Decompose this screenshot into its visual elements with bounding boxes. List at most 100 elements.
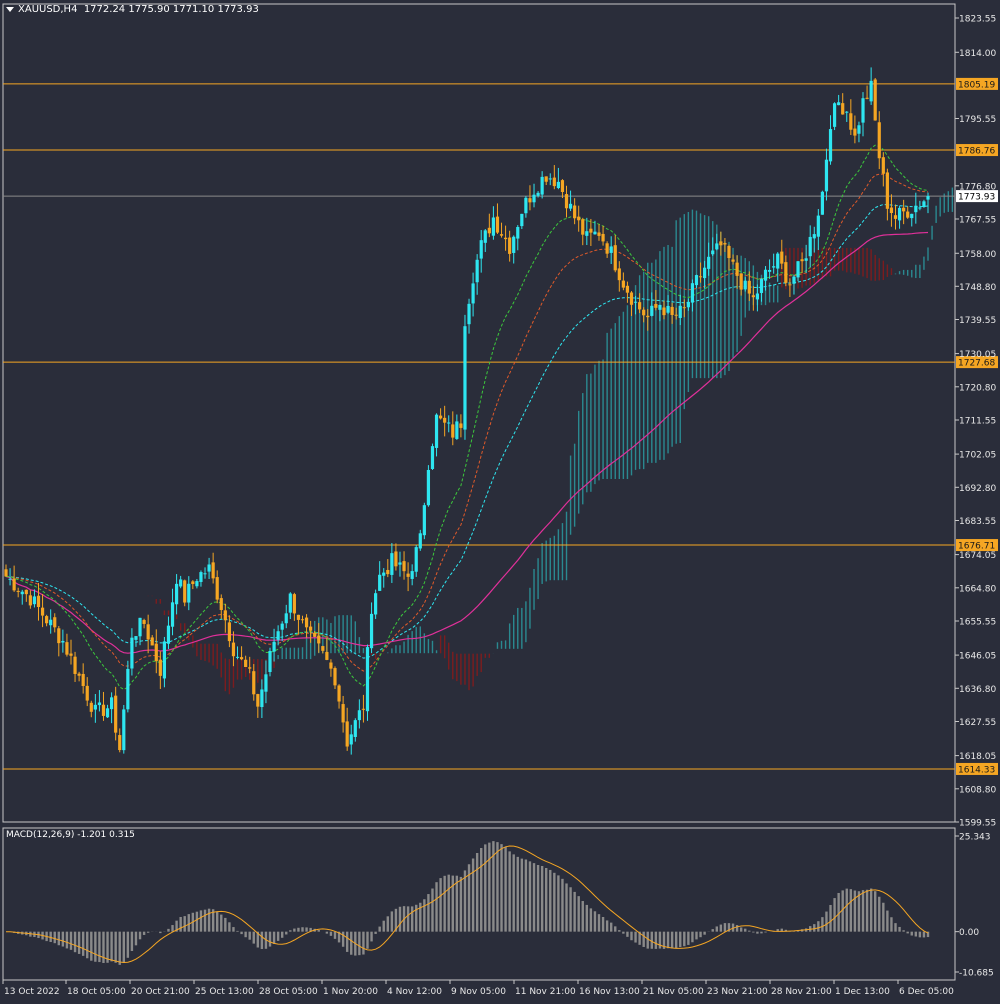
candle-body [581, 219, 585, 235]
candle-body [646, 315, 650, 318]
candle-body [694, 275, 699, 286]
candle-body [642, 309, 646, 316]
candle-body [508, 237, 512, 254]
candle-body [463, 326, 467, 430]
price-tick-label: 1767.55 [959, 216, 996, 226]
candle-body [743, 280, 747, 290]
candle-body [337, 685, 341, 702]
candle-body [345, 721, 349, 747]
candle-body [536, 192, 540, 196]
candle-body [788, 284, 792, 286]
price-tick-label: 1627.55 [959, 718, 996, 728]
macd-panel[interactable]: 25.343 0.00 -10.685 [5, 833, 994, 979]
candle-body [487, 227, 491, 234]
candle-body [53, 617, 57, 628]
candle-body [174, 583, 179, 605]
candle-body [820, 191, 824, 215]
candle-body [650, 305, 654, 316]
candle-body [731, 259, 735, 262]
candle-body [723, 243, 727, 245]
candle-body [134, 636, 138, 640]
candle-body [686, 301, 690, 308]
macd-tick-label: -10.685 [959, 969, 994, 979]
candle-body [475, 259, 479, 283]
candle-body [280, 623, 284, 630]
candle-body [751, 295, 755, 298]
current-price-tag [956, 190, 998, 203]
candle-body [219, 598, 223, 610]
candle-body [451, 424, 455, 438]
price-tick-label: 1683.55 [959, 517, 996, 527]
candle-body [12, 578, 16, 591]
time-tick-label: 11 Nov 21:00 [515, 987, 576, 997]
candle-body [284, 613, 288, 624]
candle-body [438, 415, 443, 419]
level-tag [956, 77, 998, 90]
macd-tick-label: 25.343 [959, 833, 991, 843]
price-scale[interactable]: 1823.55 1814.00 1795.55 1776.80 1767.55 1758.… [955, 15, 996, 829]
candle-body [183, 580, 187, 603]
candle-body [727, 245, 731, 259]
ema-cyan-line [5, 203, 929, 659]
candle-body [203, 573, 207, 575]
candle-body [430, 446, 435, 469]
candle-body [495, 216, 500, 233]
candle-body [211, 562, 215, 579]
candle-body [341, 704, 345, 723]
candle-body [158, 659, 162, 676]
price-tick-label: 1758.00 [959, 250, 996, 260]
macd-signal-line [5, 845, 929, 964]
candle-body [20, 591, 24, 595]
grid-frame [2, 3, 956, 981]
candle-body [638, 302, 642, 310]
macd-header: MACD(12,26,9) -1.201 0.315 [6, 830, 135, 840]
candle-body [313, 632, 317, 637]
candle-body [122, 709, 126, 751]
candle-body [873, 79, 877, 121]
candle-body [735, 262, 739, 276]
candle-body [61, 640, 65, 643]
candle-body [73, 656, 77, 674]
time-axis[interactable]: 13 Oct 2022 18 Oct 05:00 20 Oct 21:00 25 Oc… [2, 980, 954, 997]
candle-body [239, 657, 244, 660]
candle-body [357, 710, 361, 721]
candle-body [544, 176, 548, 182]
candle-body [215, 577, 219, 600]
time-tick-label: 28 Nov 21:00 [771, 987, 832, 997]
symbol-label: XAUUSD,H4 [18, 4, 78, 15]
price-tick-label: 1646.05 [959, 652, 996, 662]
price-tick-label: 1730.05 [959, 350, 996, 360]
candle-body [597, 232, 601, 236]
candle-body [629, 292, 634, 305]
candle-body [613, 245, 617, 271]
candle-body [658, 304, 662, 310]
candle-body [491, 217, 496, 236]
low-value: 1771.10 [172, 4, 215, 15]
candle-body [329, 662, 333, 669]
candle-body [321, 646, 325, 651]
candle-body [414, 547, 418, 572]
candle-body [369, 613, 374, 649]
candle-body [780, 251, 784, 264]
dropdown-triangle-icon[interactable] [6, 6, 14, 12]
candle-body [682, 307, 686, 309]
candle-body [918, 207, 922, 209]
candle-body [609, 246, 613, 253]
candle-body [568, 203, 573, 209]
price-tick-label: 1748.80 [959, 283, 996, 293]
price-tick-label: 1674.05 [959, 551, 996, 561]
macd-tick-label: 0.00 [959, 928, 979, 938]
candle-body [698, 276, 703, 278]
candle-body [179, 579, 183, 587]
horizontal-levels[interactable]: 1805.19 1786.76 1727.68 1676.71 1614.33 1773.… [3, 77, 998, 776]
time-tick-label: 25 Oct 13:00 [195, 987, 254, 997]
candle-body [390, 553, 394, 575]
candle-body [540, 176, 544, 195]
candle-body [8, 578, 12, 580]
candle-body [85, 685, 89, 701]
candle-body [394, 551, 398, 567]
price-candles[interactable] [4, 67, 930, 755]
candle-body [897, 207, 902, 221]
